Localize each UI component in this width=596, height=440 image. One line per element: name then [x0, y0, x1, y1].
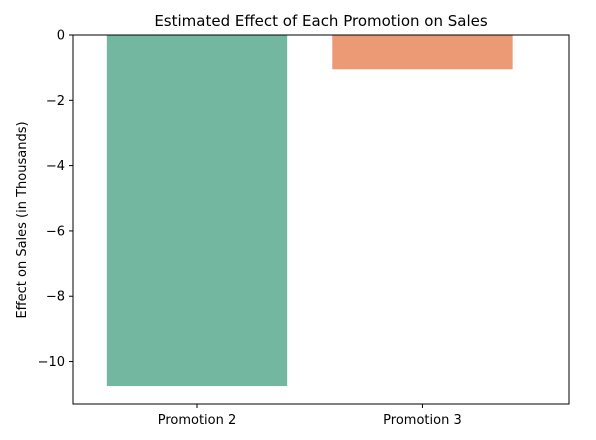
chart-title: Estimated Effect of Each Promotion on Sa… — [154, 12, 488, 30]
y-tick-label: −4 — [46, 159, 65, 174]
y-axis-label: Effect on Sales (in Thousands) — [15, 121, 30, 318]
bars-layer — [106, 35, 513, 387]
y-tick-label: −2 — [46, 94, 65, 109]
bar-promotion-2 — [106, 35, 288, 387]
x-tick-label: Promotion 3 — [383, 413, 462, 428]
y-tick-label: −6 — [46, 224, 65, 239]
x-tick-label: Promotion 2 — [158, 413, 237, 428]
x-ticks-layer: Promotion 2 Promotion 3 — [158, 404, 462, 428]
bar-promotion-3 — [332, 35, 513, 70]
y-tick-label: 0 — [57, 29, 65, 44]
y-tick-label: −8 — [46, 290, 65, 305]
y-tick-label: −10 — [38, 355, 65, 370]
y-ticks-layer: 0 −2 −4 −6 −8 −10 — [38, 29, 73, 370]
plot-frame — [72, 34, 570, 405]
